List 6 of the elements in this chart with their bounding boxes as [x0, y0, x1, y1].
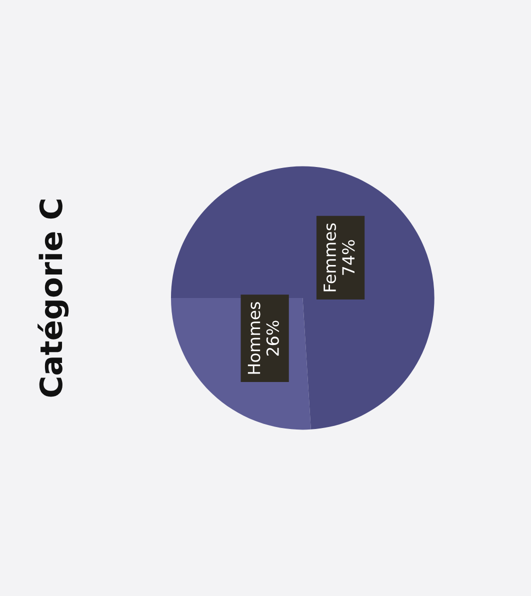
- data-label: 74%: [342, 240, 355, 275]
- slice-label: Femmes: [324, 223, 336, 292]
- slice-label: Hommes: [248, 302, 260, 374]
- text: Catégorie C: [38, 200, 69, 397]
- data-label: 26%: [266, 320, 279, 356]
- pie-slice: [170, 166, 434, 430]
